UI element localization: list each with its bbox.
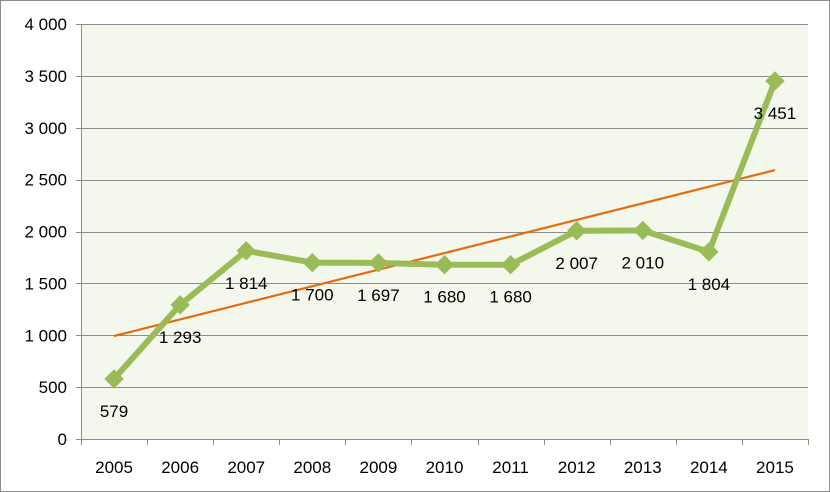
y-axis-tick-labels: 0 500 1 000 1 500 2 000 2 500 3 000 3 500 4 000 <box>24 15 67 449</box>
x-tick-label: 2015 <box>756 458 794 477</box>
trendline <box>113 169 776 338</box>
data-label: 2 010 <box>621 253 664 272</box>
data-point-marker <box>104 369 124 389</box>
data-point-marker <box>633 220 653 241</box>
y-tick-label: 4 000 <box>24 15 67 34</box>
x-tick-label: 2013 <box>624 458 662 477</box>
x-tick-label: 2009 <box>359 458 397 477</box>
axes <box>76 24 809 445</box>
data-label: 1 697 <box>357 286 400 305</box>
x-tick-label: 2006 <box>161 458 199 477</box>
x-tick-label: 2007 <box>227 458 265 477</box>
data-point-marker <box>170 295 190 315</box>
y-tick-label: 1 000 <box>24 326 67 345</box>
data-point-marker <box>500 254 521 275</box>
data-point-marker <box>434 254 455 275</box>
x-tick-label: 2011 <box>492 458 529 477</box>
data-label: 1 680 <box>489 288 532 307</box>
data-label: 1 814 <box>225 274 268 293</box>
y-tick-label: 500 <box>39 378 67 397</box>
data-label: 579 <box>100 402 128 421</box>
data-point-marker <box>302 252 323 273</box>
x-tick-label: 2012 <box>558 458 596 477</box>
series-layer <box>104 71 785 389</box>
plot-area <box>81 24 808 439</box>
data-label: 1 700 <box>291 286 334 305</box>
data-point-marker <box>566 221 587 241</box>
y-tick-label: 3 500 <box>24 67 67 86</box>
data-point-marker <box>765 71 785 91</box>
data-point-marker <box>236 241 256 261</box>
trendline-layer <box>113 169 776 338</box>
y-tick-label: 1 500 <box>24 274 67 293</box>
x-axis-tick-labels: 2005 2006 2007 2008 2009 2010 2011 2012 2013 2014… <box>95 458 794 477</box>
x-tick-label: 2005 <box>95 458 133 477</box>
data-labels: 579 1 293 1 814 1 700 1 697 1 680 1 680 2 007 2 … <box>100 104 796 421</box>
y-tick-label: 0 <box>58 430 67 449</box>
data-label: 3 451 <box>754 104 797 123</box>
data-label: 1 680 <box>423 288 466 307</box>
data-label: 1 293 <box>159 328 202 347</box>
y-tick-label: 2 500 <box>24 171 67 190</box>
y-tick-label: 3 000 <box>24 119 67 138</box>
x-tick-label: 2010 <box>426 458 464 477</box>
x-tick-label: 2014 <box>690 458 728 477</box>
data-point-marker <box>699 242 719 262</box>
data-label: 1 804 <box>688 275 731 294</box>
data-point-marker <box>368 253 389 273</box>
data-label: 2 007 <box>555 254 598 273</box>
y-tick-label: 2 000 <box>24 223 67 242</box>
x-tick-label: 2008 <box>293 458 331 477</box>
